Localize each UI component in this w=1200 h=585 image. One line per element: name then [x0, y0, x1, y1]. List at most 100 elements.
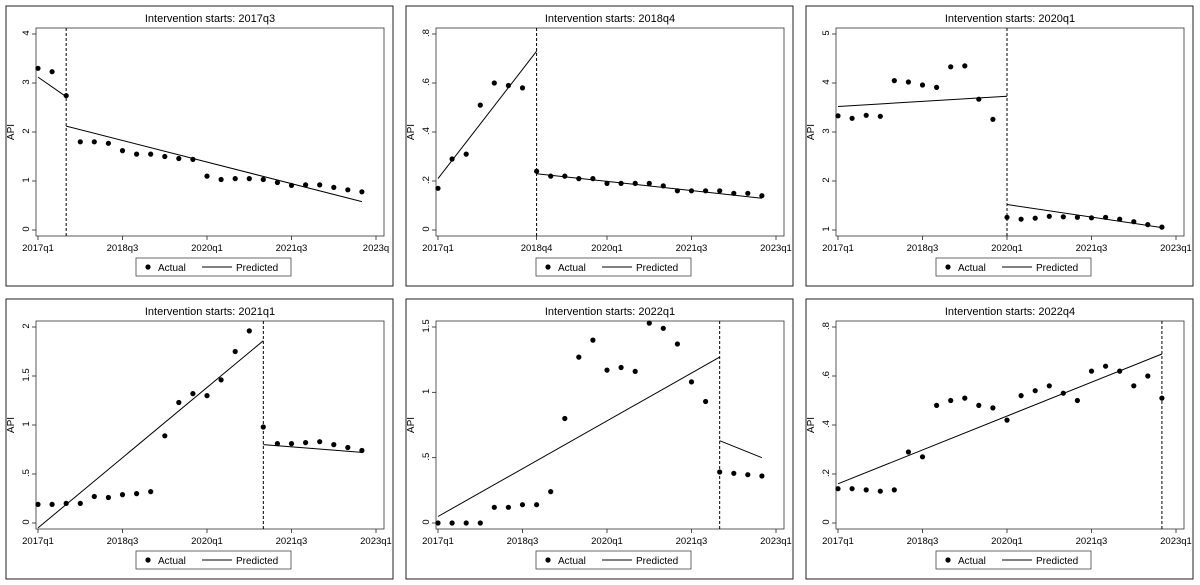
actual-point [63, 93, 69, 99]
y-tick-label: 1 [821, 226, 832, 231]
actual-point [204, 173, 210, 179]
y-tick-label: .8 [421, 29, 432, 37]
actual-point [435, 185, 441, 191]
actual-point [63, 500, 69, 506]
actual-point [731, 470, 737, 476]
x-tick-label: 2018q4 [521, 243, 553, 254]
actual-point [49, 501, 55, 507]
actual-point [632, 368, 638, 374]
actual-point [604, 180, 610, 186]
actual-point [849, 115, 855, 121]
actual-point [331, 184, 337, 190]
actual-point [105, 140, 111, 146]
actual-point [1145, 373, 1151, 379]
legend-actual-marker [145, 557, 151, 563]
actual-point [759, 193, 765, 199]
actual-point [590, 337, 596, 343]
actual-point [134, 151, 140, 157]
actual-point [246, 328, 252, 334]
actual-point [1159, 224, 1165, 230]
actual-point [835, 486, 841, 492]
actual-point [345, 444, 351, 451]
x-tick-label: 2017q1 [422, 243, 454, 254]
actual-point [1004, 417, 1010, 423]
actual-point [688, 188, 695, 194]
actual-point [1159, 395, 1165, 401]
actual-point [576, 354, 582, 360]
y-tick-label: .8 [821, 322, 832, 330]
x-tick-label: 2023q1 [1160, 243, 1192, 254]
x-tick-label: 2023q [363, 243, 389, 254]
x-tick-label: 2021q3 [676, 243, 708, 254]
actual-point [190, 391, 196, 397]
actual-point [590, 176, 596, 182]
plot-area [435, 320, 785, 530]
actual-point [288, 182, 295, 188]
x-tick-label: 2020q1 [191, 243, 223, 254]
actual-point [519, 85, 526, 91]
actual-point [849, 486, 855, 492]
x-tick-label: 2021q3 [1076, 243, 1108, 254]
y-tick-label: 2 [821, 177, 832, 182]
legend-actual-label: Actual [558, 263, 586, 274]
actual-point [463, 151, 469, 157]
actual-point [604, 367, 610, 373]
actual-point [105, 494, 111, 501]
actual-point [77, 500, 83, 506]
actual-point [345, 187, 351, 193]
actual-point [905, 79, 911, 85]
actual-point [204, 393, 210, 399]
x-tick-label: 2018q3 [907, 243, 939, 254]
actual-point [919, 82, 926, 88]
y-tick-label: 0 [21, 519, 32, 524]
x-tick-label: 2020q1 [191, 536, 223, 547]
y-tick-label: .2 [821, 469, 832, 477]
actual-point [976, 96, 982, 102]
actual-point [35, 501, 41, 507]
actual-point [119, 492, 126, 498]
predicted-line [719, 440, 763, 459]
actual-point [835, 113, 841, 119]
y-axis-label: API [806, 124, 817, 140]
actual-point [717, 188, 723, 194]
y-tick-label: 1 [21, 421, 32, 426]
actual-point [745, 190, 751, 196]
x-tick-label: 2018q3 [907, 536, 939, 547]
actual-point [534, 502, 540, 508]
chart-title: Intervention starts: 2022q4 [945, 306, 1075, 318]
y-tick-label: 3 [21, 79, 32, 84]
actual-point [646, 180, 652, 186]
x-tick-label: 2020q1 [991, 243, 1023, 254]
predicted-line [37, 76, 67, 98]
actual-point [274, 179, 280, 186]
actual-point [477, 520, 483, 526]
actual-point [91, 139, 97, 145]
y-tick-label: .6 [821, 371, 832, 379]
panel-background [400, 293, 800, 585]
predicted-line [66, 125, 363, 203]
x-tick-label: 2023q1 [1160, 536, 1192, 547]
actual-point [288, 441, 295, 447]
actual-point [303, 182, 309, 188]
y-axis-label: API [406, 417, 417, 433]
legend-actual-marker [545, 557, 551, 563]
actual-point [562, 173, 568, 179]
legend-actual-marker [545, 264, 551, 270]
y-tick-label: .6 [421, 78, 432, 86]
actual-point [618, 180, 624, 186]
y-axis-label: API [6, 124, 17, 140]
actual-point [449, 520, 455, 526]
chart-title: Intervention starts: 2021q1 [145, 306, 275, 318]
actual-point [863, 487, 869, 493]
actual-point [891, 78, 897, 84]
actual-point [1117, 368, 1123, 374]
y-axis-label: API [806, 417, 817, 433]
actual-point [990, 116, 996, 122]
x-tick-label: 2021q3 [676, 536, 708, 547]
chart-title: Intervention starts: 2018q4 [545, 13, 675, 25]
actual-point [1018, 393, 1024, 399]
actual-point [1103, 214, 1109, 220]
y-tick-label: 5 [821, 30, 832, 35]
actual-point [218, 377, 224, 383]
